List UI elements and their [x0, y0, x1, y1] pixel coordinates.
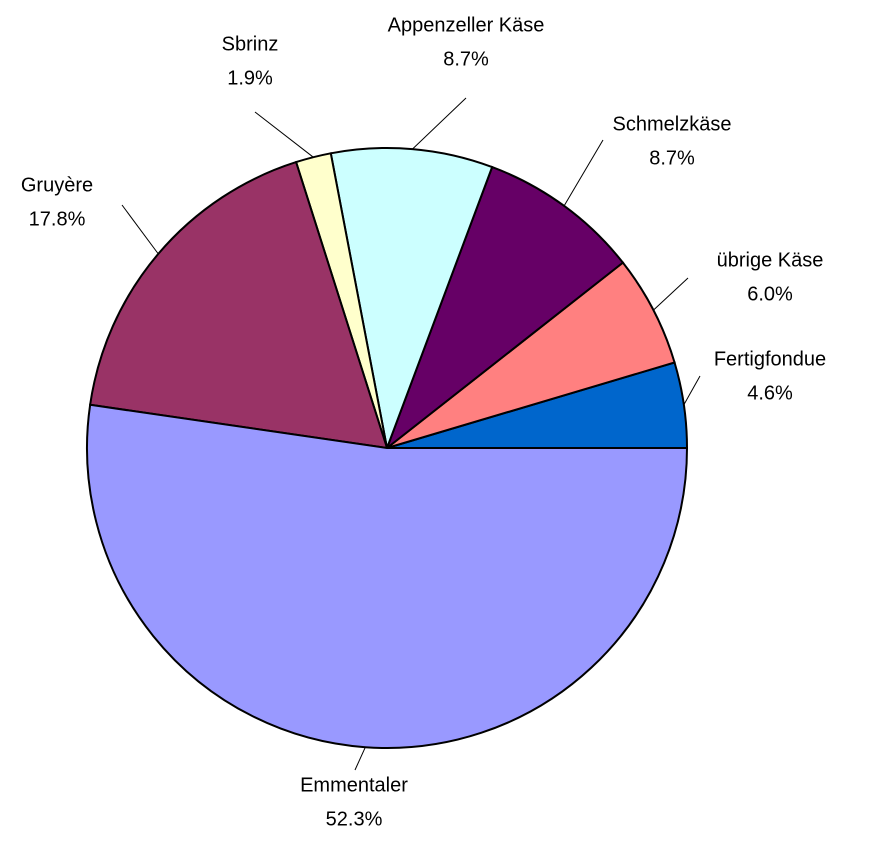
pie-slice	[329, 147, 494, 452]
slice-value-label: 8.7%	[443, 48, 489, 70]
leader-line	[683, 375, 701, 406]
slice-value-label: 8.7%	[649, 147, 695, 169]
slice-label: Fertigfondue	[714, 348, 826, 370]
slice-label: übrige Käse	[717, 249, 824, 271]
slice-label: Appenzeller Käse	[388, 14, 545, 36]
slice-value-label: 1.9%	[227, 67, 273, 89]
leader-line	[254, 111, 314, 158]
leader-line	[653, 277, 689, 311]
slice-value-label: 6.0%	[747, 283, 793, 305]
leader-line	[354, 747, 366, 771]
slice-label: Schmelzkäse	[613, 113, 732, 135]
slice-value-label: 52.3%	[326, 808, 383, 830]
slice-label: Sbrinz	[222, 33, 279, 55]
pie-slice	[86, 403, 689, 750]
slice-label: Emmentaler	[300, 774, 408, 796]
leader-line	[563, 139, 604, 207]
slice-value-label: 4.6%	[747, 382, 793, 404]
slice-label: Gruyère	[21, 174, 93, 196]
leader-line	[121, 204, 159, 255]
leader-line	[412, 97, 467, 150]
slice-value-label: 17.8%	[29, 208, 86, 230]
